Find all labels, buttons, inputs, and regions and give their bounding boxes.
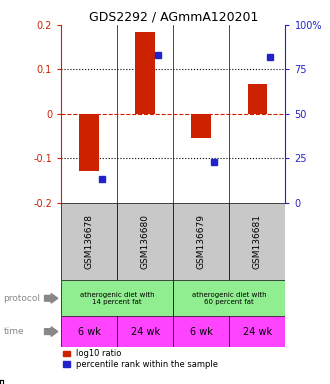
Text: 24 wk: 24 wk	[243, 327, 272, 337]
Bar	[117, 203, 173, 280]
Text: 6 wk: 6 wk	[78, 327, 101, 337]
Text: GSM136679: GSM136679	[197, 214, 206, 269]
Text: time: time	[3, 327, 24, 336]
Text: protocol: protocol	[3, 294, 40, 303]
Title: GDS2292 / AGmmA120201: GDS2292 / AGmmA120201	[88, 11, 258, 24]
Bar	[191, 114, 211, 138]
Bar	[229, 203, 285, 280]
Bar	[61, 203, 117, 280]
Bar	[79, 114, 99, 172]
Bar	[61, 316, 117, 347]
Bar	[248, 84, 267, 114]
Text: atherogenic diet with
60 percent fat: atherogenic diet with 60 percent fat	[192, 292, 267, 305]
Bar	[173, 203, 229, 280]
Text: GSM136681: GSM136681	[253, 214, 262, 269]
Text: 24 wk: 24 wk	[131, 327, 160, 337]
Text: GSM136678: GSM136678	[84, 214, 94, 269]
Text: 6 wk: 6 wk	[190, 327, 213, 337]
Bar	[229, 316, 285, 347]
Text: atherogenic diet with
14 percent fat: atherogenic diet with 14 percent fat	[80, 292, 154, 305]
Legend: log10 ratio, percentile rank within the sample: log10 ratio, percentile rank within the …	[63, 349, 218, 369]
Bar	[173, 316, 229, 347]
Bar	[61, 280, 173, 316]
Bar	[117, 316, 173, 347]
Text: GSM136680: GSM136680	[141, 214, 150, 269]
Bar	[135, 31, 155, 114]
Bar	[173, 280, 285, 316]
